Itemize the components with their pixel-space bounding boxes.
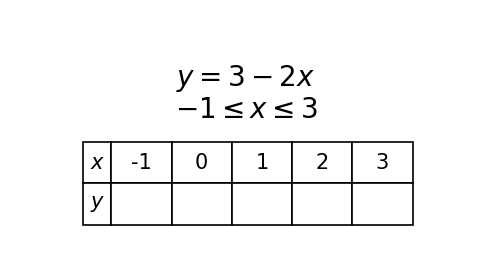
Bar (111, 183, 171, 225)
Bar (292, 183, 352, 225)
Bar (232, 142, 292, 183)
Text: -1: -1 (131, 153, 152, 173)
Text: 1: 1 (255, 153, 269, 173)
Bar (352, 183, 413, 225)
Text: 3: 3 (376, 153, 389, 173)
Text: 0: 0 (195, 153, 208, 173)
Bar (292, 142, 352, 183)
Bar (83, 142, 111, 183)
Bar (232, 183, 292, 225)
Text: 2: 2 (315, 153, 329, 173)
Bar (111, 142, 171, 183)
Bar (171, 183, 232, 225)
Text: $\mathbf{\mathit{x}}$: $\mathbf{\mathit{x}}$ (90, 153, 105, 173)
Bar (83, 183, 111, 225)
Bar (171, 142, 232, 183)
Bar (352, 142, 413, 183)
Text: $\mathbf{\mathit{y}}$: $\mathbf{\mathit{y}}$ (90, 194, 105, 214)
Text: $\mathrm{-1} \leq x \leq 3$: $\mathrm{-1} \leq x \leq 3$ (175, 97, 317, 124)
Text: $y = 3 - 2x$: $y = 3 - 2x$ (176, 63, 316, 94)
